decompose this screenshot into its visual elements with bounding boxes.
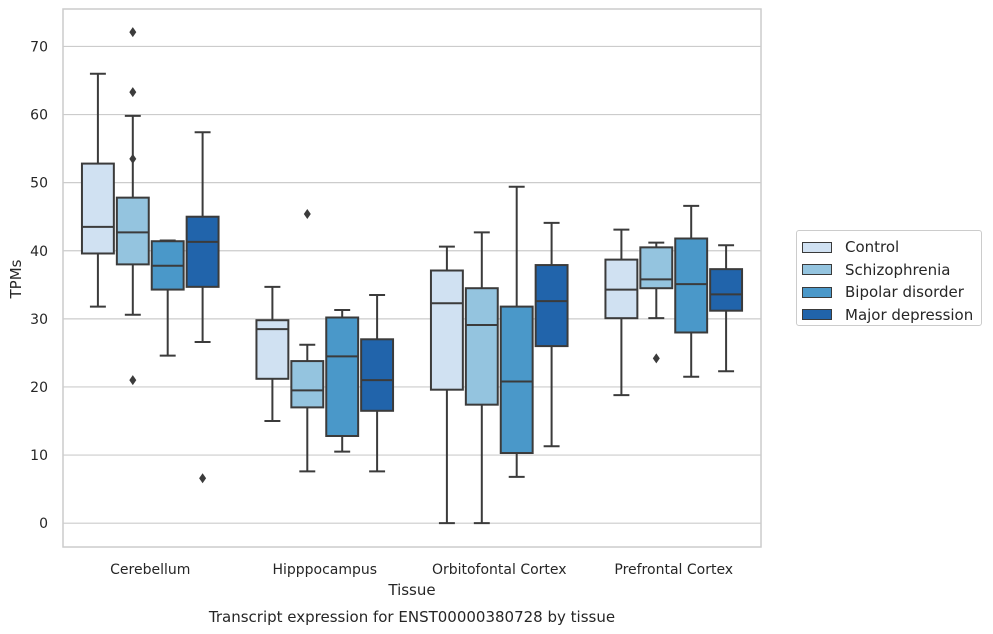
box-iqr [709,268,744,312]
y-tick-label: 10 [30,448,48,464]
x-tick-label: Prefrontal Cortex [614,562,733,578]
box-bipolar-disorder [499,185,534,478]
box-layer [80,27,744,525]
outlier-point [199,473,207,484]
box-control [80,72,115,308]
box-major-depression [709,244,744,373]
outlier-point [129,87,137,98]
legend-label: Bipolar disorder [845,283,964,302]
box-iqr [499,305,534,455]
box-iqr [290,360,325,409]
outlier-point [303,208,311,219]
outlier-point [129,27,137,38]
box-major-depression [360,294,395,473]
outlier-point [129,153,137,164]
chart-title: Transcript expression for ENST0000038072… [208,608,615,626]
y-tick-label: 0 [39,516,48,532]
box-schizophrenia [290,208,325,473]
y-tick-label: 70 [30,39,48,55]
box-control [604,228,639,397]
box-major-depression [185,131,220,484]
x-tick-label: Hipppocampus [272,562,377,578]
y-tick-label: 60 [30,108,48,124]
x-tick-labels: Cerebellum Hipppocampus Orbitofontal Corte… [110,562,733,578]
box-schizophrenia [639,241,674,364]
box-schizophrenia [115,27,150,386]
outlier-point [129,375,137,386]
box-iqr [325,316,360,437]
legend-item: Major depression [802,304,981,327]
box-bipolar-disorder [150,239,185,357]
box-bipolar-disorder [674,204,709,378]
box-iqr [429,269,464,391]
legend-swatch [802,241,832,253]
box-control [429,245,464,525]
box-bipolar-disorder [325,309,360,453]
y-axis-label: TPMs [7,259,25,299]
legend-item: Schizophrenia [802,259,981,282]
box-schizophrenia [464,231,499,525]
x-tick-label: Cerebellum [110,562,190,578]
box-iqr [360,338,395,412]
legend-swatch [802,286,832,298]
box-iqr [464,287,499,406]
legend-item: Control [802,236,981,259]
x-axis-label: Tissue [387,581,435,599]
legend-swatch [802,264,832,276]
y-tick-label: 50 [30,176,48,192]
box-iqr [185,215,220,288]
box-iqr [80,162,115,255]
y-tick-label: 40 [30,244,48,260]
box-control [255,285,290,423]
legend-label: Schizophrenia [845,260,951,279]
legend-swatch [802,309,832,321]
box-iqr [639,246,674,290]
legend-label: Major depression [845,305,974,324]
y-tick-label: 30 [30,312,48,328]
outlier-point [652,353,660,364]
box-iqr [115,196,150,266]
box-major-depression [534,221,569,448]
x-tick-label: Orbitofontal Cortex [432,562,567,578]
plot-frame [62,8,762,548]
legend-item: Bipolar disorder [802,281,981,304]
legend-label: Control [845,238,900,257]
y-tick-labels: 0 10 20 30 40 50 60 70 [30,39,48,532]
box-iqr [534,264,569,348]
box-iqr [674,237,709,334]
legend: Control Schizophrenia Bipolar disorder Majo… [796,230,982,326]
y-tick-label: 20 [30,380,48,396]
